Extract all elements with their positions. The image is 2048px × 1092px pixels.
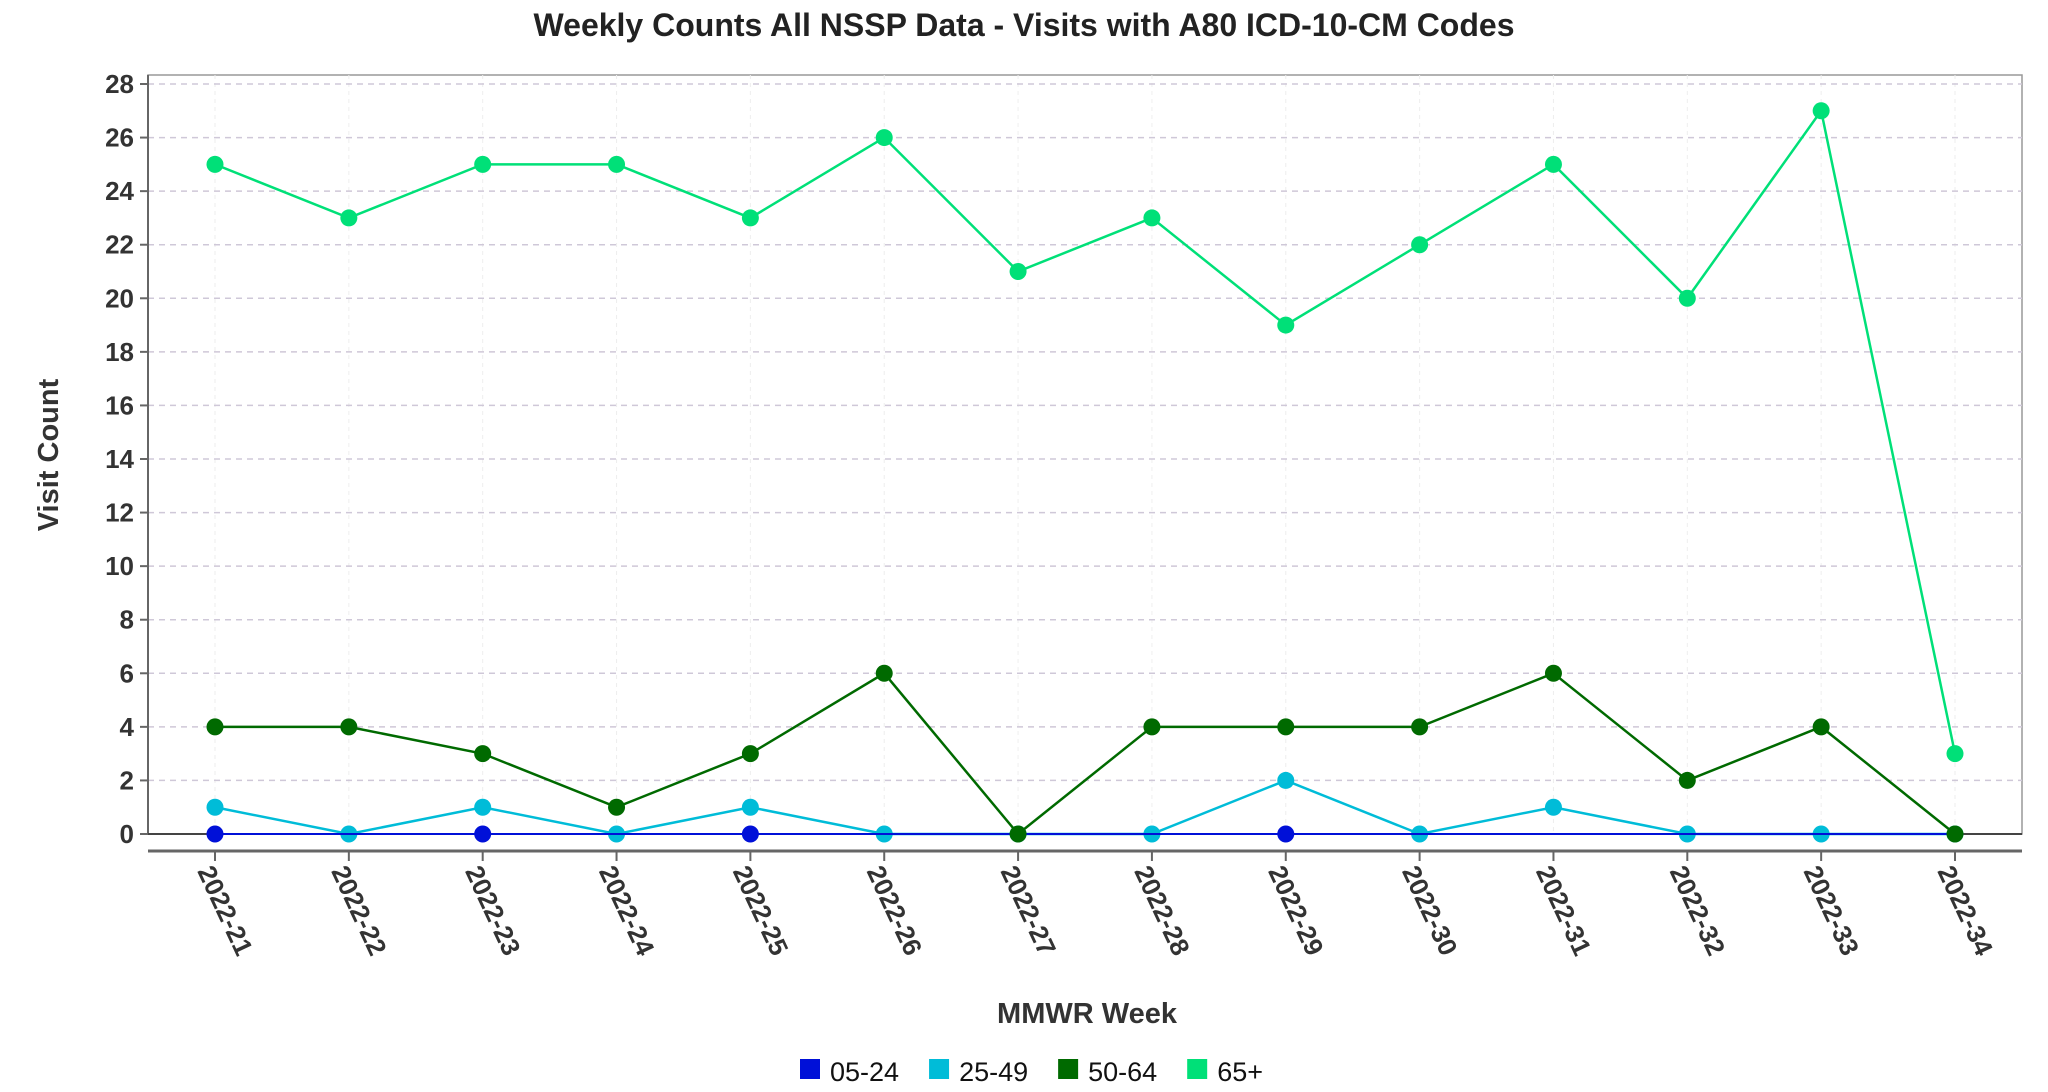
plot-area — [147, 74, 2023, 835]
data-point — [1678, 289, 1696, 307]
y-tick-label: 28 — [105, 69, 134, 99]
data-point — [1009, 825, 1027, 843]
y-tick-label: 22 — [105, 230, 134, 260]
data-point — [1411, 236, 1429, 254]
y-axis-label: Visit Count — [33, 378, 65, 531]
x-tick-label: 2022-33 — [1798, 861, 1866, 960]
x-tick-label: 2022-34 — [1932, 861, 2000, 961]
data-point — [340, 718, 358, 736]
y-tick-label: 20 — [105, 283, 134, 313]
data-point — [875, 129, 893, 147]
data-point — [1143, 718, 1161, 736]
y-tick-label: 24 — [105, 176, 134, 206]
legend-swatch — [800, 1059, 820, 1079]
data-point — [1411, 718, 1429, 736]
y-tick-label: 26 — [105, 123, 134, 153]
y-tick-label: 8 — [120, 605, 134, 635]
series-65+ — [206, 102, 1964, 763]
legend: 05-24 25-49 50-64 65+ — [800, 1057, 1263, 1087]
y-tick-label: 14 — [105, 444, 134, 474]
y-tick-label: 0 — [120, 819, 134, 849]
x-tick-label: 2022-28 — [1128, 861, 1196, 960]
data-point — [1544, 155, 1562, 173]
data-point — [206, 825, 224, 843]
x-tick-label: 2022-29 — [1262, 861, 1330, 960]
x-tick-label: 2022-27 — [995, 861, 1063, 960]
x-axis-label: MMWR Week — [997, 998, 1178, 1030]
data-point — [1143, 209, 1161, 227]
y-tick-label: 4 — [120, 712, 135, 742]
x-tick-label: 2022-31 — [1530, 861, 1598, 960]
legend-swatch — [1187, 1059, 1208, 1079]
data-point — [1812, 718, 1830, 736]
data-point — [608, 798, 626, 816]
x-axis: 2022-21 2022-22 2022-23 2022-24 2022-25 2022-… — [148, 833, 2022, 961]
series-50-64 — [206, 664, 1964, 843]
series-line — [214, 107, 1957, 754]
x-tick-label: 2022-25 — [727, 861, 795, 960]
y-tick-label: 6 — [120, 658, 134, 688]
series-line — [215, 671, 1956, 836]
series-05-24 — [206, 825, 1955, 843]
data-point — [1946, 745, 1964, 763]
grid — [147, 74, 2023, 835]
x-tick-label: 2022-22 — [325, 861, 393, 960]
x-tick-label: 2022-24 — [593, 861, 661, 961]
data-point — [1678, 771, 1696, 789]
data-point — [608, 155, 626, 173]
x-tick-label: 2022-23 — [459, 861, 527, 960]
y-tick-label: 16 — [105, 390, 134, 420]
data-point — [741, 798, 759, 816]
data-point — [1812, 102, 1830, 120]
y-tick-label: 18 — [105, 337, 134, 367]
data-point — [1277, 316, 1295, 334]
data-point — [206, 718, 224, 736]
data-point — [741, 209, 759, 227]
data-point — [741, 825, 759, 843]
x-tick-label: 2022-30 — [1396, 861, 1464, 960]
x-tick-label: 2022-21 — [192, 861, 260, 960]
data-point — [741, 745, 759, 763]
chart-title: Weekly Counts All NSSP Data - Visits wit… — [534, 7, 1515, 43]
series-group — [206, 102, 1964, 843]
y-tick-label: 12 — [105, 498, 134, 528]
y-tick-label: 2 — [120, 765, 134, 795]
y-tick-label: 10 — [105, 551, 134, 581]
legend-label: 25-49 — [959, 1057, 1028, 1087]
data-point — [1277, 718, 1295, 736]
legend-label: 65+ — [1217, 1057, 1263, 1087]
x-tick-label: 2022-26 — [861, 861, 929, 960]
legend-swatch — [1058, 1059, 1079, 1079]
legend-label: 50-64 — [1088, 1057, 1157, 1087]
data-point — [474, 155, 492, 173]
data-point — [1277, 825, 1295, 843]
legend-swatch — [929, 1059, 950, 1079]
data-point — [474, 825, 492, 843]
data-point — [875, 664, 893, 682]
data-point — [206, 155, 224, 173]
data-point — [1544, 664, 1562, 682]
data-point — [474, 798, 492, 816]
data-point — [1277, 771, 1295, 789]
data-point — [474, 745, 492, 763]
data-point — [340, 209, 358, 227]
data-point — [1009, 263, 1027, 280]
data-point — [1544, 798, 1562, 816]
x-tick-label: 2022-32 — [1664, 861, 1732, 960]
legend-label: 05-24 — [830, 1057, 899, 1087]
data-point — [206, 798, 224, 816]
data-point — [1946, 825, 1964, 843]
series-25-49 — [206, 771, 1964, 843]
